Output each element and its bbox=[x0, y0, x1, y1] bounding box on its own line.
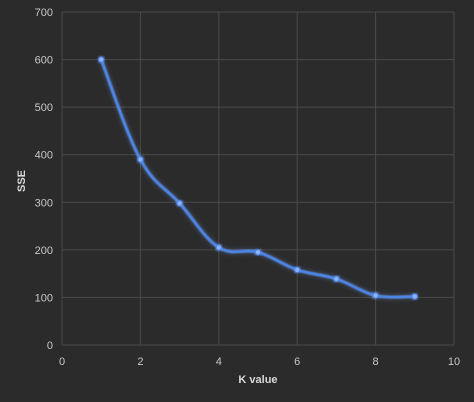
data-point bbox=[137, 156, 144, 163]
y-tick-label: 300 bbox=[35, 197, 53, 209]
y-axis-label: SSE bbox=[16, 170, 28, 192]
y-tick-label: 500 bbox=[35, 102, 53, 114]
y-tick-label: 700 bbox=[35, 7, 53, 19]
series-line bbox=[100, 59, 415, 299]
x-tick-label: 8 bbox=[373, 356, 379, 368]
y-tick-label: 200 bbox=[35, 245, 53, 257]
y-tick-label: 600 bbox=[35, 55, 53, 67]
data-point bbox=[333, 275, 340, 282]
x-tick-label: 4 bbox=[216, 356, 222, 368]
data-point bbox=[98, 56, 105, 63]
data-point bbox=[411, 293, 418, 300]
grid bbox=[61, 11, 455, 346]
y-tick-label: 400 bbox=[35, 150, 53, 162]
x-tick-label: 10 bbox=[448, 356, 460, 368]
x-tick-label: 0 bbox=[59, 356, 65, 368]
x-tick-label: 2 bbox=[137, 356, 143, 368]
x-axis-label: K value bbox=[238, 374, 277, 386]
data-point bbox=[372, 292, 379, 299]
y-tick-label: 0 bbox=[47, 340, 53, 352]
data-point bbox=[176, 200, 183, 207]
x-tick-label: 6 bbox=[294, 356, 300, 368]
series bbox=[98, 56, 418, 300]
series-line-glow bbox=[99, 58, 415, 300]
y-tick-label: 100 bbox=[35, 292, 53, 304]
data-point bbox=[215, 244, 222, 251]
data-point bbox=[294, 266, 301, 273]
data-point bbox=[254, 249, 262, 256]
tick-labels: 0 100 200 300 400 500 600 700 0 2 4 6 8 10 bbox=[35, 7, 460, 368]
